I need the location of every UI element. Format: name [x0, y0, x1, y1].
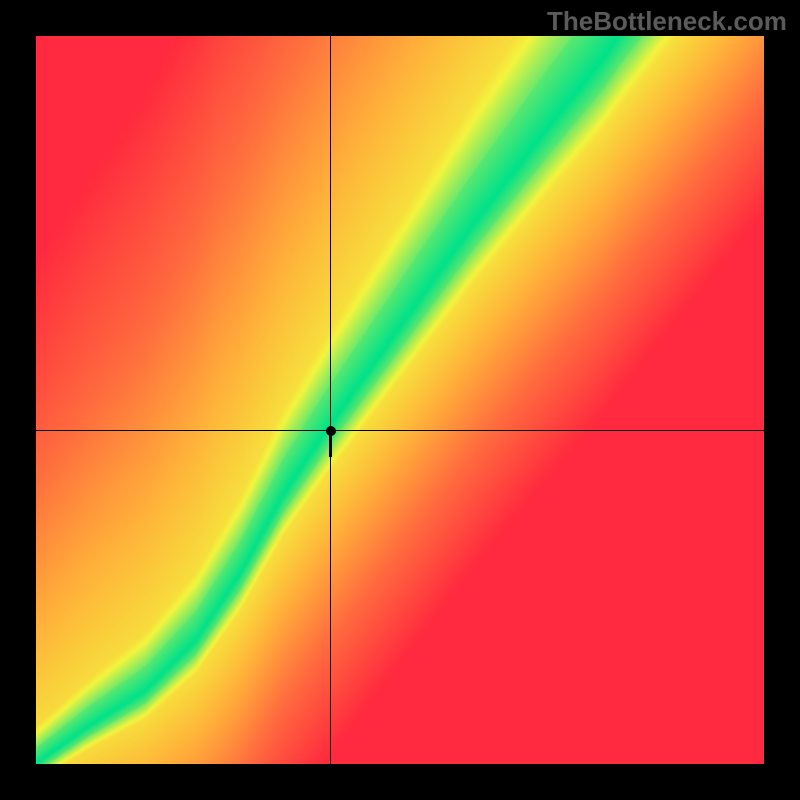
bottleneck-heatmap	[36, 36, 764, 764]
crosshair-horizontal	[36, 430, 764, 431]
watermark-text: TheBottleneck.com	[547, 6, 787, 37]
selection-marker-dot	[326, 426, 336, 436]
crosshair-vertical	[330, 36, 331, 764]
